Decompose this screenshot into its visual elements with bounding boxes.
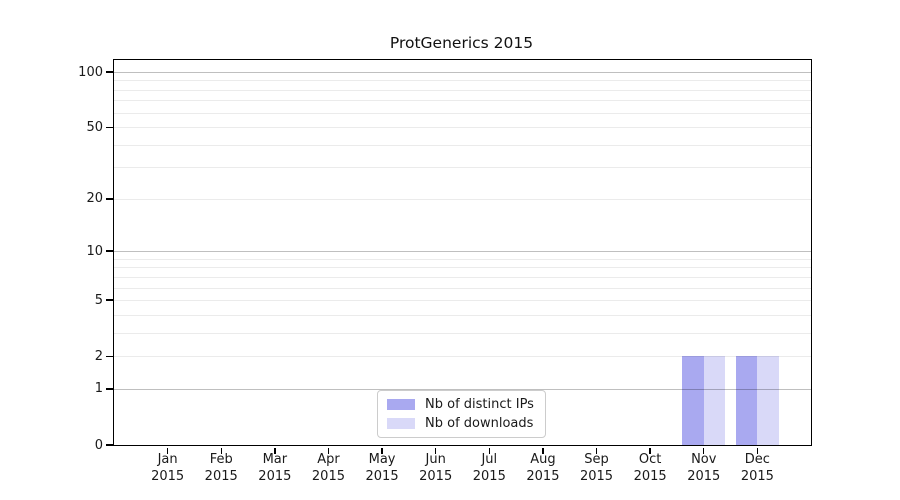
y-tick-label-5: 5 — [94, 292, 103, 308]
y-tick-2 — [106, 355, 113, 357]
x-tick-sep — [595, 448, 598, 454]
y-tick-label-50: 50 — [86, 119, 103, 135]
x-tick-jun — [434, 448, 437, 454]
gridline-20 — [114, 198, 811, 200]
gridline-50 — [114, 127, 811, 129]
y-tick-label-2: 2 — [94, 348, 103, 364]
legend-swatch-distinct-ips — [387, 399, 415, 410]
gridline-minor-80 — [114, 89, 811, 91]
gridline-minor-30 — [114, 167, 811, 169]
x-tick-label-mar: Mar 2015 — [258, 452, 292, 484]
bar-dec-nb-of-downloads — [757, 356, 779, 445]
x-tick-label-dec: Dec 2015 — [740, 452, 774, 484]
gridline-minor-9 — [114, 258, 811, 260]
y-tick-label-0: 0 — [94, 437, 103, 453]
x-tick-jan — [166, 448, 169, 454]
gridline-10 — [114, 251, 811, 253]
y-tick-label-100: 100 — [78, 64, 103, 80]
x-tick-aug — [542, 448, 544, 454]
x-tick-may — [381, 448, 383, 454]
legend-label-downloads: Nb of downloads — [425, 416, 534, 431]
legend-label-distinct-ips: Nb of distinct IPs — [425, 397, 534, 412]
gridline-minor-40 — [114, 144, 811, 146]
x-tick-label-may: May 2015 — [365, 452, 399, 484]
x-tick-apr — [327, 448, 330, 454]
gridline-100 — [114, 72, 811, 73]
legend-item-distinct-ips: Nb of distinct IPs — [387, 397, 534, 412]
legend-swatch-downloads — [387, 418, 415, 429]
x-tick-mar — [274, 448, 276, 454]
gridline-minor-8 — [114, 267, 811, 269]
x-tick-label-jan: Jan 2015 — [151, 452, 185, 484]
x-tick-label-apr: Apr 2015 — [311, 452, 345, 484]
gridline-minor-90 — [114, 80, 811, 82]
legend: Nb of distinct IPs Nb of downloads — [377, 390, 546, 438]
gridline-minor-3 — [114, 332, 811, 334]
x-tick-nov — [703, 448, 705, 454]
x-tick-label-sep: Sep 2015 — [579, 452, 614, 484]
gridline-minor-60 — [114, 112, 811, 114]
y-tick-label-10: 10 — [86, 243, 103, 259]
x-tick-label-nov: Nov 2015 — [687, 452, 721, 484]
gridline-minor-70 — [114, 100, 811, 102]
x-tick-label-jun: Jun 2015 — [419, 452, 453, 484]
chart-title: ProtGenerics 2015 — [389, 34, 534, 52]
bar-nov-nb-of-distinct-ips — [682, 356, 704, 445]
bar-nov-nb-of-downloads — [703, 356, 726, 445]
y-tick-5 — [106, 299, 113, 301]
gridline-minor-6 — [114, 287, 811, 289]
y-tick-0 — [106, 444, 113, 446]
gridline-minor-7 — [114, 276, 811, 278]
x-tick-feb — [220, 448, 222, 454]
x-tick-label-jul: Jul 2015 — [472, 452, 506, 484]
y-tick-100 — [106, 71, 113, 73]
x-tick-jul — [488, 448, 490, 454]
gridline-5 — [114, 300, 811, 302]
x-tick-label-feb: Feb 2015 — [204, 452, 238, 484]
y-tick-10 — [106, 250, 113, 252]
x-tick-dec — [756, 448, 759, 454]
y-tick-50 — [106, 126, 113, 128]
legend-item-downloads: Nb of downloads — [387, 416, 534, 431]
y-tick-20 — [106, 198, 113, 200]
x-tick-oct — [649, 448, 651, 454]
gridline-minor-4 — [114, 314, 811, 316]
x-tick-label-aug: Aug 2015 — [526, 452, 560, 484]
y-tick-1 — [106, 388, 113, 390]
bar-dec-nb-of-distinct-ips — [735, 356, 758, 445]
plot-area: Nb of distinct IPs Nb of downloads 0 1 2 5 1… — [78, 59, 812, 484]
y-tick-label-20: 20 — [86, 191, 103, 207]
y-tick-label-1: 1 — [94, 381, 103, 397]
x-tick-label-oct: Oct 2015 — [633, 452, 667, 484]
